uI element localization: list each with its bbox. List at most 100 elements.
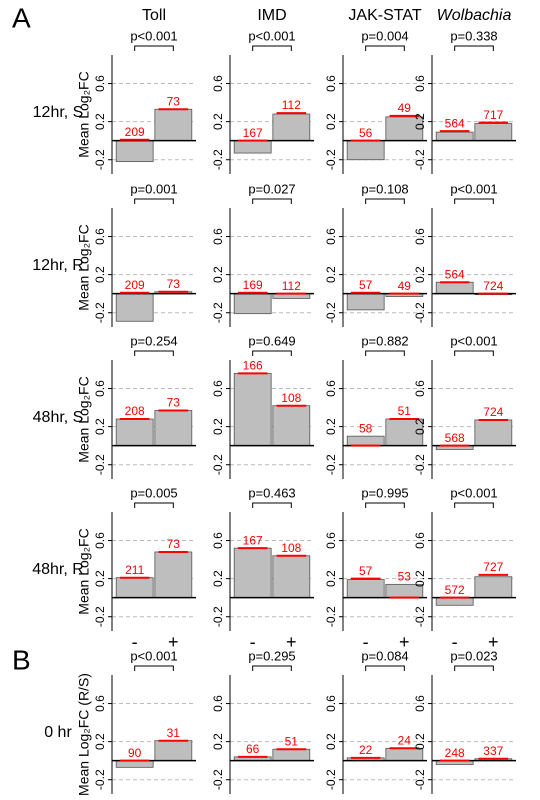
y-tick-label: 0.2 <box>93 113 107 130</box>
x-tick-label: - <box>250 632 256 652</box>
y-tick-label: 0.2 <box>93 570 107 587</box>
count-label: 51 <box>398 404 412 418</box>
count-label: 31 <box>167 726 181 740</box>
bracket <box>454 198 494 204</box>
y-tick-label: 0.6 <box>413 532 427 549</box>
count-label: 717 <box>483 108 503 122</box>
y-tick-label: -0.2 <box>413 149 427 170</box>
count-label: 53 <box>398 570 412 584</box>
y-tick-label: 0.6 <box>93 380 107 397</box>
count-label: 58 <box>359 421 373 435</box>
p-value: p<0.001 <box>248 28 295 43</box>
p-value: p=0.023 <box>450 648 497 663</box>
count-label: 167 <box>243 126 263 140</box>
count-label: 108 <box>281 391 301 405</box>
bracket <box>454 350 494 356</box>
bracket <box>134 502 174 508</box>
p-value: p=0.108 <box>361 181 408 196</box>
p-value: p=0.005 <box>130 485 177 500</box>
y-tick-label: 0.6 <box>324 75 338 92</box>
y-tick-label: -0.2 <box>324 454 338 475</box>
count-label: 49 <box>398 279 412 293</box>
y-tick-label: 0.6 <box>93 695 107 712</box>
y-tick-label: 0.2 <box>324 418 338 435</box>
y-tick-label: 0.6 <box>324 228 338 245</box>
y-tick-label: 0.6 <box>413 228 427 245</box>
p-value: p=0.254 <box>130 333 177 348</box>
y-tick-label: 0.6 <box>211 75 225 92</box>
p-value: p=0.084 <box>361 648 408 663</box>
y-tick-label: 0.6 <box>324 695 338 712</box>
y-tick-label: 0.6 <box>211 228 225 245</box>
bracket <box>454 665 494 671</box>
y-tick-label: -0.2 <box>93 606 107 627</box>
p-value: p=0.004 <box>361 28 408 43</box>
bar <box>154 108 193 142</box>
bar <box>233 547 272 599</box>
count-label: 51 <box>285 734 299 748</box>
y-tick-label: 0.2 <box>324 266 338 283</box>
count-label: 572 <box>445 583 465 597</box>
count-label: 108 <box>281 541 301 555</box>
count-label: 57 <box>359 564 373 578</box>
count-label: 112 <box>282 98 301 112</box>
y-tick-label: 0.2 <box>413 113 427 130</box>
bar <box>272 405 311 447</box>
p-value: p<0.001 <box>130 28 177 43</box>
bracket <box>365 45 405 51</box>
x-tick-label: + <box>488 795 499 800</box>
count-label: 564 <box>445 267 465 281</box>
y-tick-label: 0.6 <box>324 380 338 397</box>
y-tick-label: 0.2 <box>93 733 107 750</box>
y-tick-label: 0.2 <box>413 570 427 587</box>
y-tick-label: -0.2 <box>93 302 107 323</box>
panel-letter: A <box>12 2 31 33</box>
bar <box>115 293 154 322</box>
row-label: 48hr, R <box>32 561 84 578</box>
y-tick-label: -0.2 <box>413 606 427 627</box>
x-tick-label: + <box>168 632 179 652</box>
y-tick-label: 0.6 <box>93 228 107 245</box>
y-tick-label: -0.2 <box>93 454 107 475</box>
bar <box>272 113 311 142</box>
y-tick-label: -0.2 <box>211 769 225 790</box>
x-tick-label: - <box>452 632 458 652</box>
count-label: 73 <box>167 537 181 551</box>
y-tick-label: 0.2 <box>211 266 225 283</box>
count-label: 724 <box>483 279 503 293</box>
y-tick-label: 0.6 <box>413 695 427 712</box>
bar <box>435 131 474 142</box>
bracket <box>134 665 174 671</box>
bracket <box>454 45 494 51</box>
y-tick-label: 0.2 <box>93 266 107 283</box>
p-value: p<0.001 <box>450 333 497 348</box>
x-tick-label: - <box>363 632 369 652</box>
y-axis-label: Mean Log₂FC <box>76 528 92 614</box>
bracket <box>252 665 292 671</box>
p-value: p=0.995 <box>361 485 408 500</box>
count-label: 248 <box>445 746 465 760</box>
bar <box>233 140 272 154</box>
p-value: p=0.295 <box>248 648 295 663</box>
bar <box>154 740 193 762</box>
bracket <box>134 198 174 204</box>
y-tick-label: 0.2 <box>324 570 338 587</box>
bar <box>272 748 311 762</box>
count-label: 568 <box>445 431 465 445</box>
y-tick-label: -0.2 <box>324 769 338 790</box>
y-tick-label: -0.2 <box>413 454 427 475</box>
y-tick-label: 0.6 <box>93 532 107 549</box>
y-tick-label: -0.2 <box>324 149 338 170</box>
bar <box>346 293 385 311</box>
row-label: 48hr, S <box>33 409 84 426</box>
bar <box>154 410 193 447</box>
bracket <box>365 198 405 204</box>
bracket <box>252 350 292 356</box>
p-value: p<0.001 <box>450 485 497 500</box>
x-tick-label: + <box>488 632 499 652</box>
x-tick-label: + <box>168 795 179 800</box>
bar <box>474 123 513 142</box>
row-label: 12hr, R <box>32 257 84 274</box>
y-tick-label: 0.6 <box>211 532 225 549</box>
column-header: IMD <box>257 7 286 24</box>
